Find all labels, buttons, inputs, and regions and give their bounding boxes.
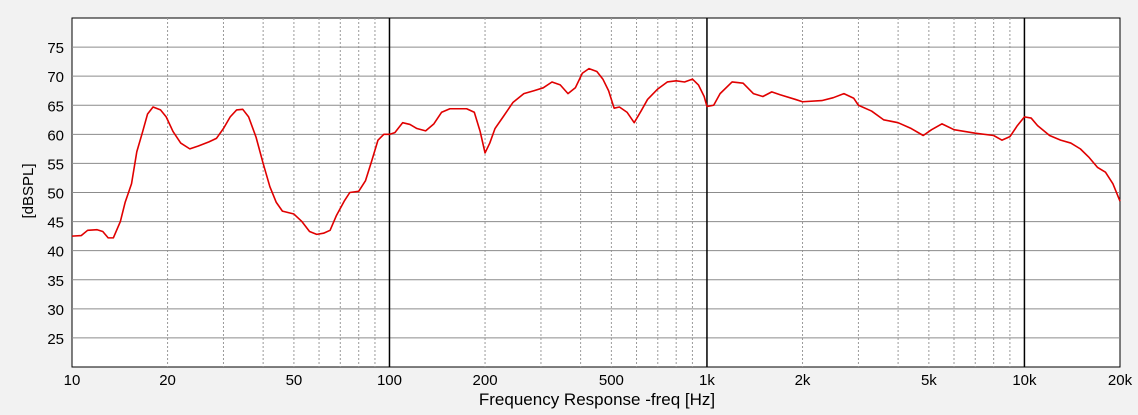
minor-grid bbox=[72, 18, 1120, 367]
x-tick-label: 20 bbox=[159, 372, 176, 389]
y-tick-label: 40 bbox=[47, 244, 64, 261]
y-tick-label: 25 bbox=[47, 331, 64, 348]
x-tick-label: 1k bbox=[699, 372, 715, 389]
x-tick-label: 20k bbox=[1108, 372, 1133, 389]
y-tick-label: 60 bbox=[47, 127, 64, 144]
x-tick-label: 2k bbox=[795, 372, 811, 389]
series-line bbox=[71, 67, 1121, 239]
y-tick-label: 70 bbox=[47, 69, 64, 86]
x-tick-label: 5k bbox=[921, 372, 937, 389]
x-tick-label: 100 bbox=[377, 372, 402, 389]
x-tick-label: 50 bbox=[286, 372, 303, 389]
y-tick-label: 35 bbox=[47, 273, 64, 290]
y-tick-label: 50 bbox=[47, 186, 64, 203]
y-tick-label: 55 bbox=[47, 156, 64, 173]
y-axis-label: [dBSPL] bbox=[20, 163, 37, 218]
x-tick-labels: 10 20 50 100 200 500 1k 2k 5k 10k 20k bbox=[64, 372, 1133, 389]
y-tick-label: 30 bbox=[47, 302, 64, 319]
y-tick-label: 65 bbox=[47, 98, 64, 115]
x-tick-label: 500 bbox=[599, 372, 624, 389]
y-tick-label: 45 bbox=[47, 215, 64, 232]
y-tick-label: 75 bbox=[47, 40, 64, 57]
series-layer bbox=[71, 67, 1121, 239]
major-grid bbox=[388, 18, 1026, 367]
x-tick-label: 200 bbox=[473, 372, 498, 389]
y-tick-labels: 25 30 35 40 45 50 55 60 65 70 75 bbox=[47, 40, 64, 348]
x-tick-label: 10 bbox=[64, 372, 81, 389]
x-axis-label: Frequency Response -freq [Hz] bbox=[479, 390, 715, 409]
x-tick-label: 10k bbox=[1012, 372, 1037, 389]
